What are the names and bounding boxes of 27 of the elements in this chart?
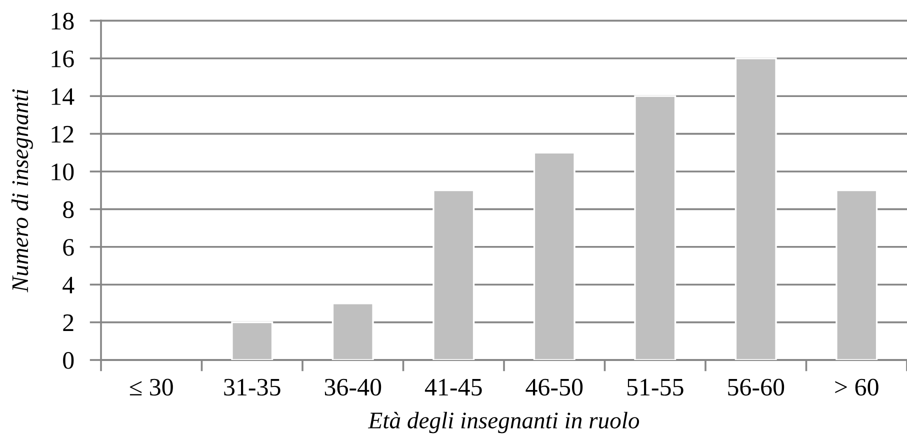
y-tick-label: 16 <box>52 50 74 68</box>
bar <box>332 302 374 360</box>
bar <box>634 95 676 360</box>
x-tick-label: 46-50 <box>526 378 583 396</box>
y-tick-label: 0 <box>63 352 74 369</box>
y-tick-label: 8 <box>63 201 74 218</box>
y-tick-label: 18 <box>52 12 74 30</box>
x-tick-label: 51-55 <box>627 378 684 396</box>
y-tick-label: 2 <box>63 314 74 331</box>
x-axis-title: Età degli insegnanti in ruolo <box>368 412 640 434</box>
bar <box>432 190 475 360</box>
y-tick-label: 12 <box>52 126 74 142</box>
y-tick-label: 4 <box>62 276 74 294</box>
bar <box>533 152 576 360</box>
y-tick-label: 10 <box>52 164 74 180</box>
x-tick-label: 56-60 <box>728 378 784 396</box>
bar <box>734 58 777 360</box>
x-tick-label: ≤ 30 <box>130 378 173 396</box>
x-tick-label: 36-40 <box>324 378 382 396</box>
x-tick-label: 31-35 <box>224 378 280 396</box>
bar <box>231 321 274 360</box>
y-axis-title: Numero di insegnanti <box>12 89 33 292</box>
x-tick-label: 41-45 <box>424 378 482 396</box>
bar <box>836 190 878 360</box>
x-tick-label: > 60 <box>835 378 878 396</box>
y-tick-label: 6 <box>63 239 74 256</box>
y-tick-label: 14 <box>52 88 74 105</box>
